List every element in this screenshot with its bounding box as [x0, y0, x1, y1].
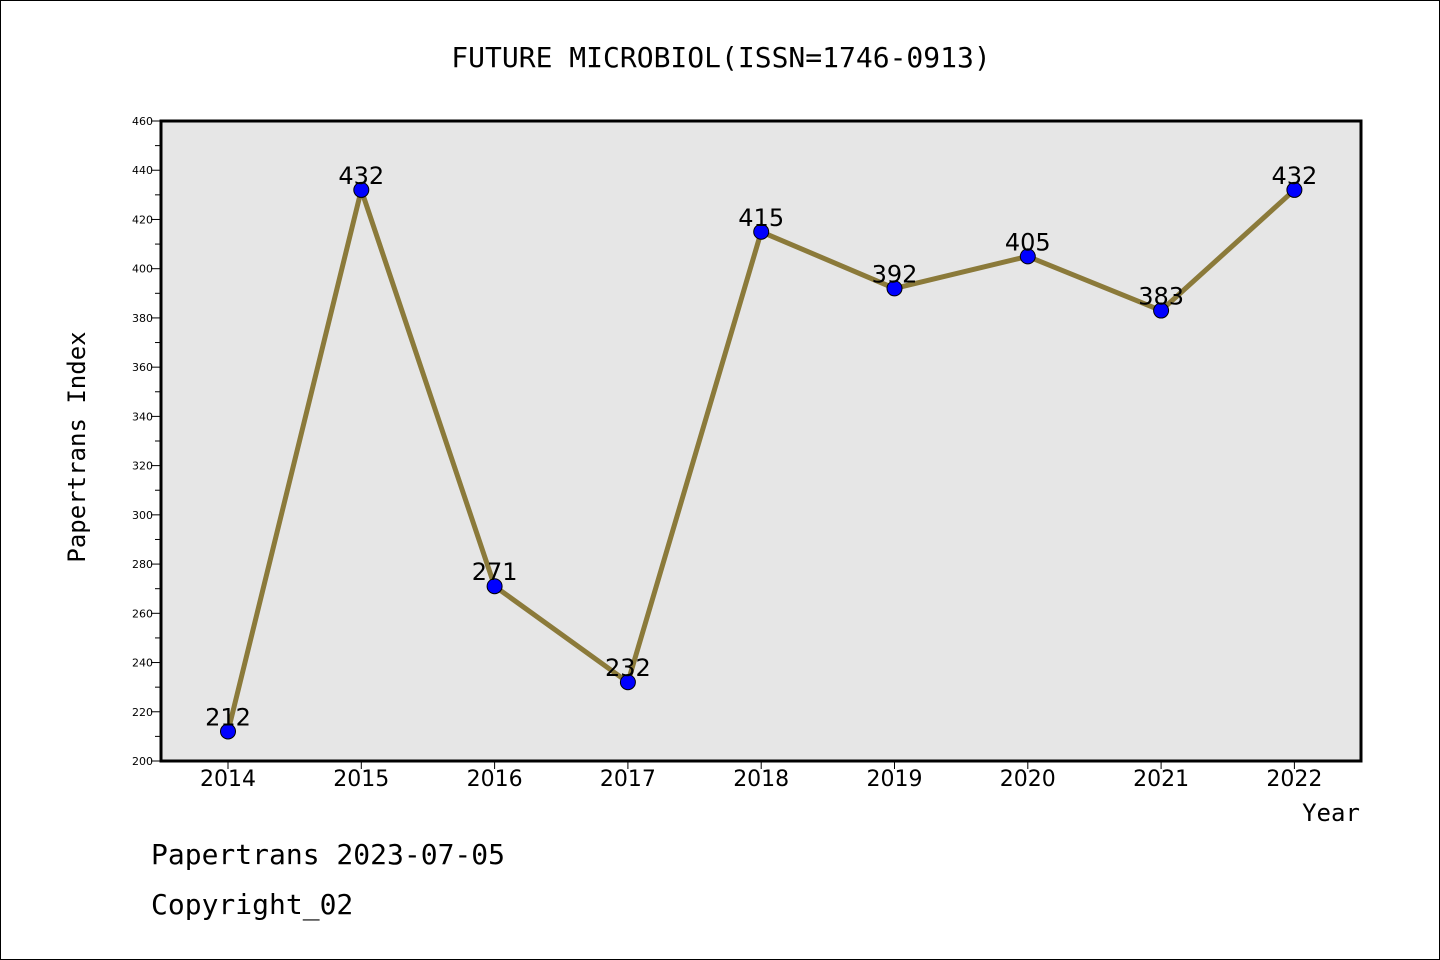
x-axis: 2014 2015 2016 2017 2018 2019 2020 2021 2022 [200, 761, 1322, 792]
data-point-2020 [1019, 248, 1036, 265]
data-point-2015 [353, 181, 370, 198]
y-tick-label-240: 240 [132, 657, 153, 670]
data-label-2014: 212 [205, 703, 251, 731]
data-point-2014 [220, 723, 236, 740]
footer-date-text: Papertrans 2023-07-05 [151, 838, 505, 871]
x-tick-label-2017: 2017 [600, 767, 656, 792]
y-tick-label-200: 200 [132, 755, 153, 768]
data-point-2018 [753, 223, 770, 240]
footer-copyright-text: Copyright_02 [151, 888, 353, 922]
x-tick-label-2021: 2021 [1133, 767, 1189, 792]
y-tick-label-420: 420 [132, 213, 153, 226]
data-label-2017: 232 [605, 654, 651, 682]
data-point-2022 [1286, 181, 1303, 198]
y-tick-label-380: 380 [132, 312, 153, 325]
y-tick-label-440: 440 [132, 164, 153, 177]
x-tick-label-2018: 2018 [733, 767, 789, 792]
y-tick-label-300: 300 [132, 509, 153, 522]
data-point-2016 [486, 578, 503, 595]
chart-title: FUTURE MICROBIOL(ISSN=1746-0913) [451, 41, 990, 74]
data-label-2015: 432 [338, 162, 384, 190]
data-point-2019 [886, 280, 903, 297]
y-tick-label-280: 280 [132, 558, 153, 571]
data-label-2020: 405 [1005, 228, 1051, 256]
data-label-2019: 392 [872, 260, 918, 288]
y-tick-label-340: 340 [132, 410, 153, 423]
y-tick-label-400: 400 [132, 263, 153, 276]
y-tick-label-360: 360 [132, 361, 153, 374]
series-layer [220, 181, 1303, 740]
data-label-2016: 271 [472, 558, 518, 586]
y-tick-label-220: 220 [132, 706, 153, 719]
x-axis-title: Year [1302, 799, 1360, 827]
x-tick-label-2019: 2019 [867, 767, 923, 792]
y-tick-label-260: 260 [132, 607, 153, 620]
x-tick-label-2015: 2015 [333, 767, 389, 792]
x-tick-label-2014: 2014 [200, 767, 256, 792]
data-label-2022: 432 [1271, 162, 1317, 190]
data-point-2021 [1153, 302, 1170, 319]
y-tick-label-320: 320 [132, 460, 153, 473]
plot-frame [159, 119, 1363, 763]
x-tick-label-2022: 2022 [1266, 767, 1322, 792]
x-tick-label-2016: 2016 [467, 767, 523, 792]
x-tick-label-2020: 2020 [1000, 767, 1056, 792]
y-axis: 200 220 240 260 280 300 320 340 360 380 400 420 440 4… [132, 115, 161, 768]
data-point-2017 [619, 674, 636, 691]
data-labels: 212 432 271 232 415 392 405 383 432 [205, 162, 1317, 732]
y-axis-title: Papertrans Index [63, 331, 91, 562]
y-tick-label-460: 460 [132, 115, 153, 128]
data-label-2021: 383 [1138, 283, 1184, 311]
data-label-2018: 415 [738, 204, 784, 232]
